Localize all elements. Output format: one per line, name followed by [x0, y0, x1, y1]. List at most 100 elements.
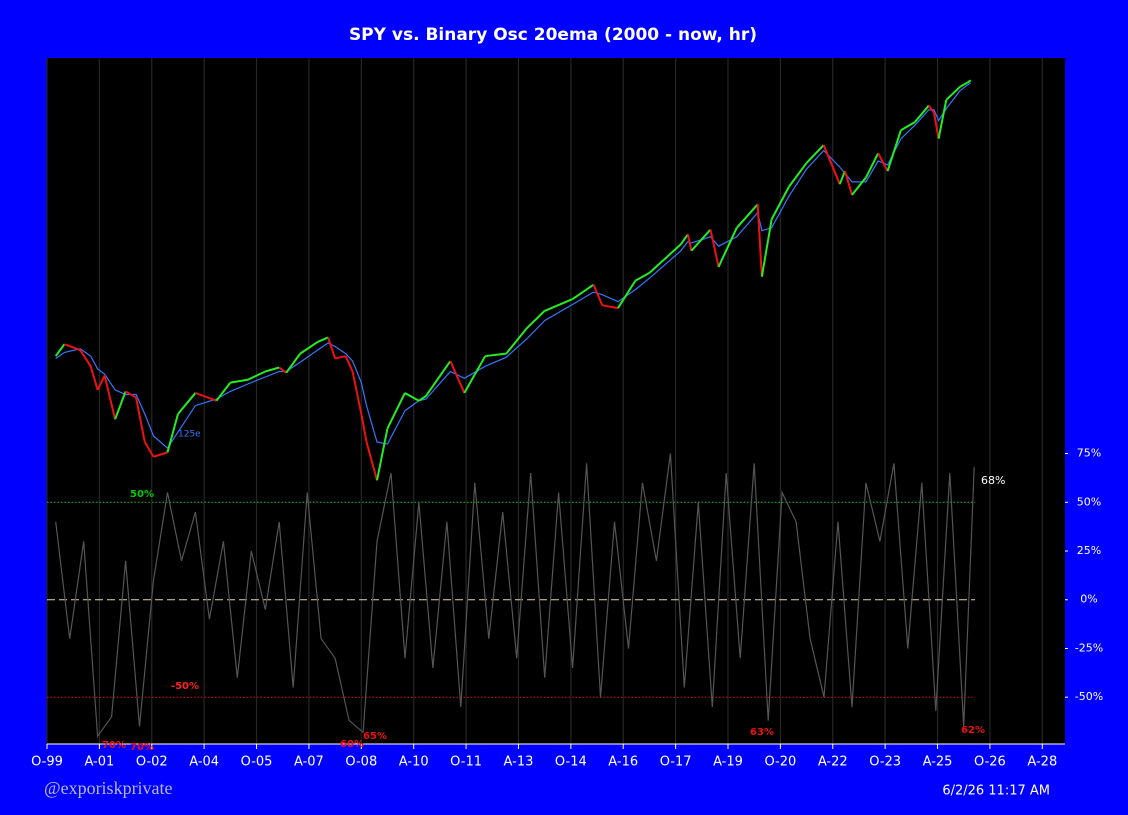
x-tick-label: A-13: [504, 755, 534, 770]
price-segment: [933, 112, 940, 139]
price-segment: [278, 366, 287, 374]
price-segment: [463, 355, 487, 394]
x-tick-label: A-22: [818, 755, 848, 770]
price-segment: [360, 413, 368, 443]
ema-label: 125e: [178, 430, 201, 440]
last-value-label: 68%: [981, 474, 1005, 487]
price-segment: [285, 353, 301, 374]
x-tick-label: A-10: [399, 755, 429, 770]
price-segment: [756, 204, 763, 277]
y-tick-label: 0%: [1080, 593, 1097, 606]
y-tick-label: 50%: [1077, 495, 1101, 508]
price-segment: [114, 391, 127, 420]
x-tick-label: O-23: [869, 755, 901, 770]
price-segment: [592, 284, 604, 306]
price-segment: [79, 349, 92, 367]
price-segment: [230, 378, 248, 384]
price-segment: [351, 371, 363, 415]
x-tick-label: O-17: [660, 755, 692, 770]
price-segment: [717, 227, 738, 268]
x-tick-label: A-28: [1027, 755, 1057, 770]
timestamp: 6/2/26 11:17 AM: [942, 784, 1050, 799]
price-segment: [572, 283, 595, 300]
price-segment: [153, 451, 168, 458]
spike-label: 60%: [340, 739, 364, 750]
watermark: @exporiskprivate: [44, 778, 173, 798]
price-segment: [135, 397, 146, 443]
price-segment: [709, 229, 720, 268]
price-segment: [966, 79, 972, 84]
price-segment: [418, 395, 427, 402]
x-tick-label: O-08: [345, 755, 377, 770]
price-segment: [686, 234, 693, 252]
price-segment: [844, 170, 853, 196]
price-segment: [690, 228, 712, 252]
price-segment: [937, 99, 948, 139]
price-segment: [215, 381, 232, 402]
price-segment: [602, 304, 619, 310]
reference-label: -50%: [171, 681, 199, 692]
price-segment: [886, 129, 902, 172]
x-tick-label: O-02: [136, 755, 168, 770]
price-segment: [945, 85, 961, 101]
price-segment: [505, 327, 528, 355]
x-tick-label: O-99: [31, 755, 63, 770]
price-segment: [865, 152, 880, 178]
price-segment: [264, 366, 280, 373]
price-segment: [166, 413, 179, 453]
price-segment: [365, 441, 378, 481]
price-segment: [805, 144, 825, 164]
price-segment: [680, 233, 689, 245]
price-segment: [544, 298, 573, 312]
x-tick-label: O-26: [974, 755, 1006, 770]
price-segment: [89, 365, 99, 391]
price-segment: [634, 271, 650, 282]
price-segment: [822, 144, 841, 185]
reference-label: 50%: [130, 489, 154, 500]
price-segment: [877, 152, 889, 172]
x-tick-label: O-11: [450, 755, 482, 770]
price-segment: [143, 441, 155, 458]
x-tick-label: A-04: [189, 755, 219, 770]
y-tick-label: 75%: [1077, 447, 1101, 460]
price-segment: [64, 343, 81, 351]
price-segment: [449, 360, 466, 394]
plot-area: [47, 58, 1065, 744]
price-segment: [125, 390, 137, 399]
price-segment: [485, 352, 507, 358]
spike-label: 70%: [102, 740, 126, 751]
ema-line: [55, 82, 972, 450]
spike-label: 65%: [363, 731, 387, 742]
x-tick-label: A-07: [294, 755, 324, 770]
price-segment: [317, 336, 329, 343]
oscillator-line: [55, 453, 975, 738]
x-tick-label: O-05: [241, 755, 273, 770]
price-segment: [386, 392, 406, 429]
price-segment: [344, 355, 354, 372]
price-segment: [770, 185, 790, 220]
price-segment: [195, 392, 217, 402]
price-segment: [404, 392, 420, 402]
price-segment: [103, 375, 117, 420]
x-tick-label: A-01: [84, 755, 114, 770]
price-segment: [177, 392, 197, 415]
price-segment: [425, 360, 452, 397]
y-tick-label: -25%: [1075, 641, 1103, 654]
x-tick-label: A-16: [608, 755, 638, 770]
spike-label: 70%: [130, 742, 154, 753]
price-segment: [96, 375, 106, 391]
price-segment: [735, 203, 759, 229]
price-segment: [327, 337, 337, 359]
spike-label: 62%: [961, 725, 985, 736]
spike-label: 63%: [750, 727, 774, 738]
y-tick-label: 25%: [1077, 544, 1101, 557]
price-segment: [376, 428, 389, 481]
price-segment: [900, 121, 916, 132]
price-segment: [648, 243, 682, 274]
price-segment: [914, 104, 930, 123]
x-tick-label: A-19: [713, 755, 743, 770]
price-segment: [760, 219, 773, 277]
price-segment: [927, 104, 935, 114]
